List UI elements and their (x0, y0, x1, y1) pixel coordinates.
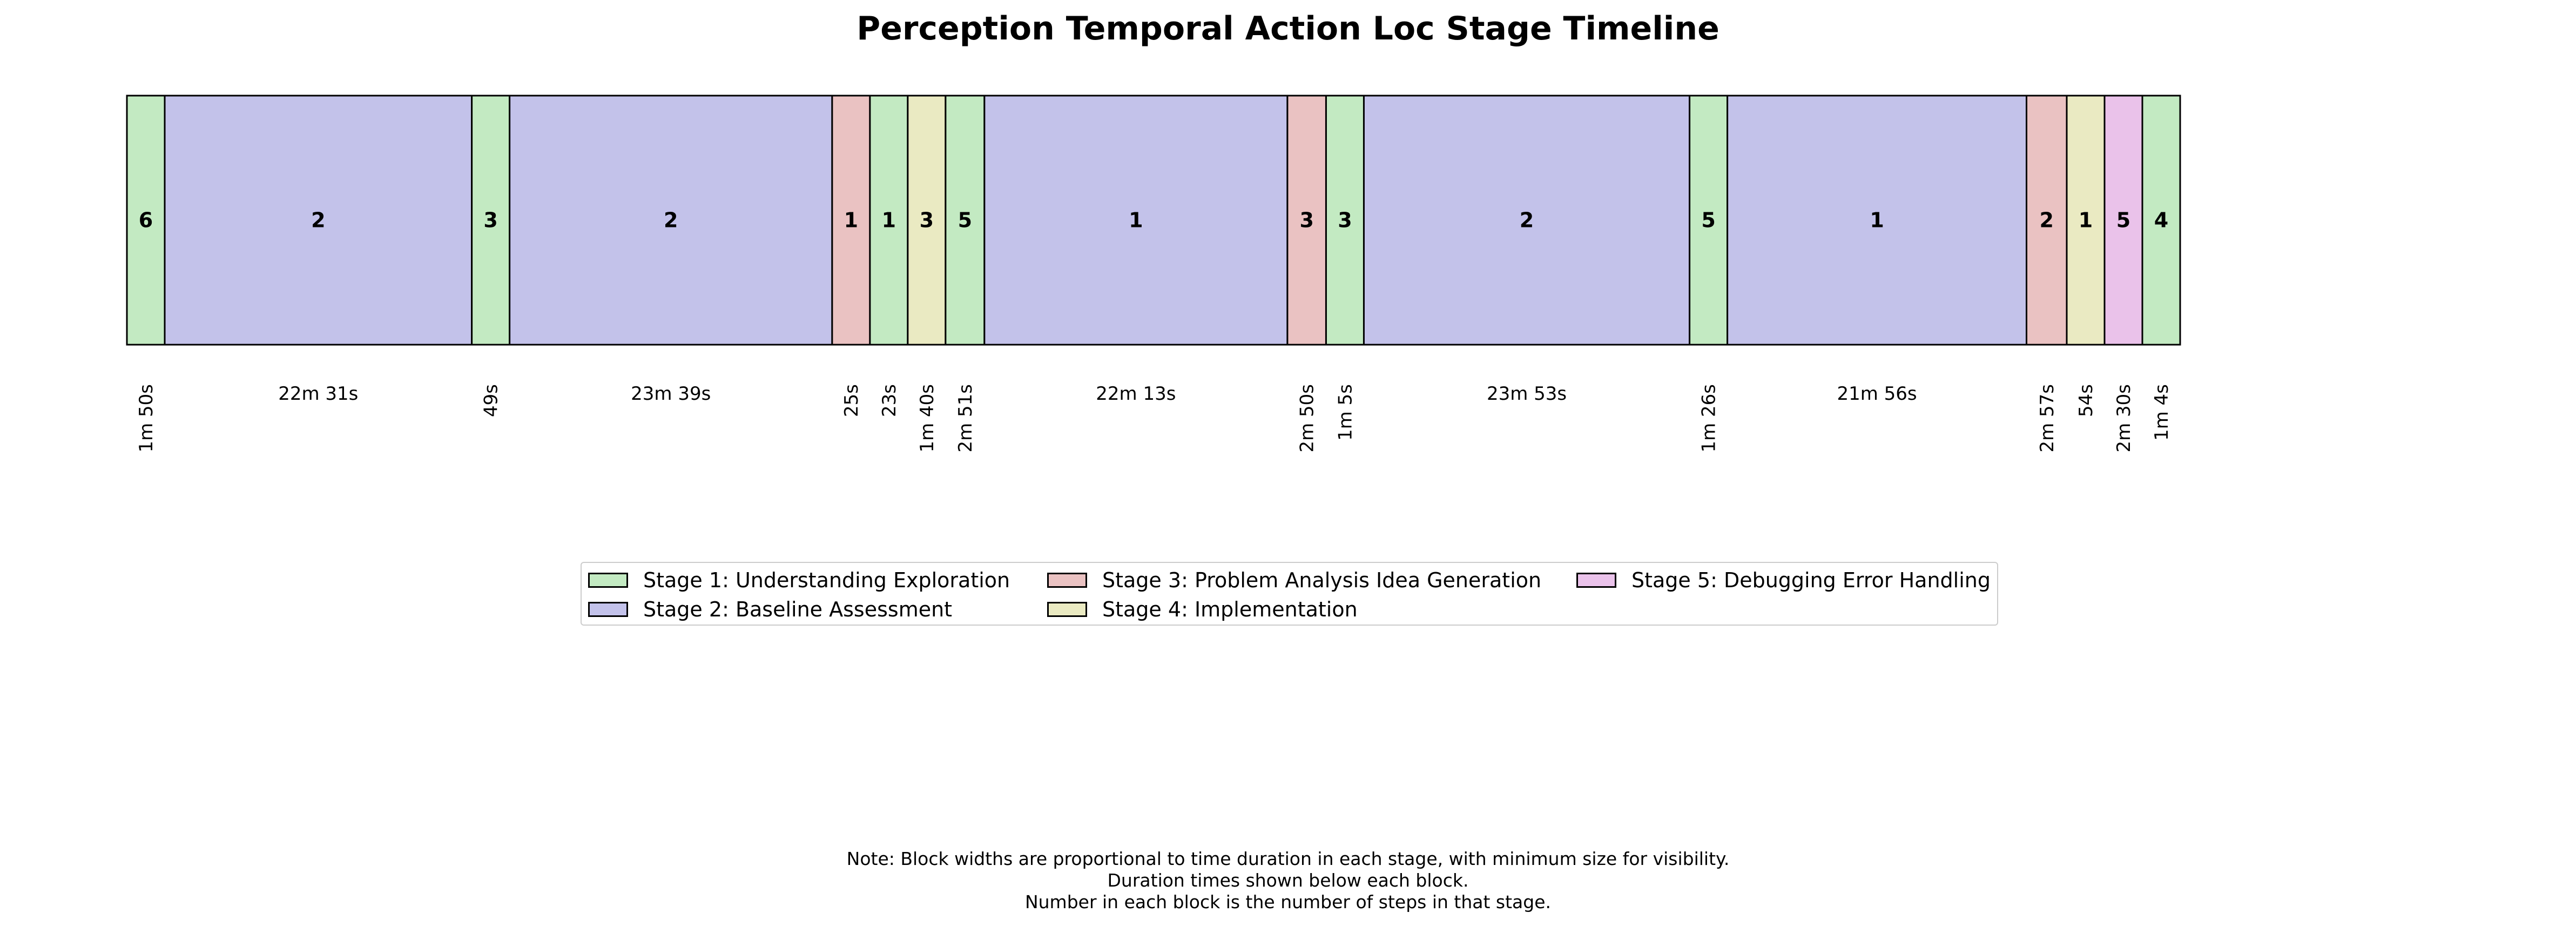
step-count-label-4: 2 (664, 209, 678, 232)
stage-block-3 (471, 95, 511, 346)
legend-swatch-stage-3 (1047, 573, 1087, 588)
step-count-label-14: 1 (1870, 209, 1884, 232)
stage-block-12 (1363, 95, 1691, 346)
duration-label-7: 1m 40s (916, 384, 938, 453)
legend-label-stage-3: Stage 3: Problem Analysis Idea Generatio… (1102, 568, 1542, 592)
step-count-label-8: 5 (958, 209, 972, 232)
stage-block-10 (1286, 95, 1327, 346)
duration-label-16: 54s (2075, 384, 2097, 417)
legend-item-stage-2: Stage 2: Baseline Assessment (588, 596, 952, 623)
stage-block-4 (509, 95, 833, 346)
legend-label-stage-2: Stage 2: Baseline Assessment (643, 598, 953, 621)
stage-block-8 (945, 95, 986, 346)
legend-item-stage-5: Stage 5: Debugging Error Handling (1576, 567, 1991, 594)
step-count-label-11: 3 (1338, 209, 1352, 232)
duration-label-17: 2m 30s (2113, 384, 2135, 453)
stage-block-14 (1727, 95, 2028, 346)
step-count-label-16: 1 (2079, 209, 2093, 232)
legend-item-stage-3: Stage 3: Problem Analysis Idea Generatio… (1047, 567, 1541, 594)
note-line-3: Number in each block is the number of st… (1024, 891, 1552, 912)
legend-swatch-stage-2 (588, 602, 628, 617)
duration-labels: 1m 50s 22m 31s 49s 23m 39s 25s 23s 1m 40s 2m 51… (136, 383, 2173, 453)
step-count-label-2: 2 (311, 209, 325, 232)
step-count-label-5: 1 (844, 209, 858, 232)
legend-item-stage-4: Stage 4: Implementation (1047, 596, 1358, 623)
step-count-label-17: 5 (2116, 209, 2130, 232)
duration-label-6: 23s (879, 384, 900, 417)
stage-block-18 (2141, 95, 2181, 346)
step-count-label-10: 3 (1299, 209, 1313, 232)
duration-label-5: 25s (841, 384, 862, 417)
step-count-label-12: 2 (1520, 209, 1534, 232)
chart-title: Perception Temporal Action Loc Stage Tim… (857, 10, 1719, 48)
stage-block-9 (983, 95, 1289, 346)
legend-item-stage-1: Stage 1: Understanding Exploration (588, 567, 1010, 594)
note-line-2: Duration times shown below each block. (1107, 870, 1469, 891)
duration-label-10: 2m 50s (1297, 384, 1318, 453)
stage-block-16 (2066, 95, 2106, 346)
step-count-label-7: 3 (920, 209, 934, 232)
stage-block-5 (831, 95, 871, 346)
duration-label-8: 2m 51s (955, 384, 976, 453)
duration-label-13: 1m 26s (1698, 384, 1720, 453)
duration-label-11: 1m 5s (1334, 384, 1356, 441)
legend-swatch-stage-4 (1047, 602, 1087, 617)
step-count-label-3: 3 (483, 209, 497, 232)
stage-block-11 (1325, 95, 1365, 346)
duration-label-15: 2m 57s (2036, 384, 2058, 453)
stage-block-17 (2103, 95, 2143, 346)
legend-label-stage-1: Stage 1: Understanding Exploration (643, 568, 1010, 592)
stage-block-1 (126, 95, 166, 346)
duration-label-9: 22m 13s (1096, 383, 1176, 405)
step-count-label-9: 1 (1129, 209, 1143, 232)
duration-label-14: 21m 56s (1837, 383, 1917, 405)
chart-note: Note: Block widths are proportional to t… (0, 848, 2576, 913)
legend-swatch-stage-5 (1576, 573, 1616, 588)
duration-label-4: 23m 39s (631, 383, 711, 405)
legend-label-stage-5: Stage 5: Debugging Error Handling (1631, 568, 1991, 592)
step-count-label-6: 1 (882, 209, 896, 232)
step-count-label-18: 4 (2154, 209, 2168, 232)
step-count-label-15: 2 (2040, 209, 2054, 232)
step-count-label-1: 6 (139, 209, 153, 232)
step-count-label-13: 5 (1701, 209, 1715, 232)
duration-label-3: 49s (481, 384, 502, 417)
legend: Stage 1: Understanding Exploration Stage… (581, 562, 1998, 626)
note-line-1: Note: Block widths are proportional to t… (846, 848, 1730, 869)
stage-block-15 (2026, 95, 2068, 346)
stage-block-2 (164, 95, 473, 346)
duration-label-1: 1m 50s (136, 384, 157, 453)
legend-swatch-stage-1 (588, 573, 628, 588)
duration-label-12: 23m 53s (1487, 383, 1567, 405)
duration-label-2: 22m 31s (278, 383, 358, 405)
stage-block-13 (1689, 95, 1729, 346)
stage-block-6 (869, 95, 909, 346)
duration-label-18: 1m 4s (2151, 384, 2173, 441)
legend-label-stage-4: Stage 4: Implementation (1102, 598, 1358, 621)
